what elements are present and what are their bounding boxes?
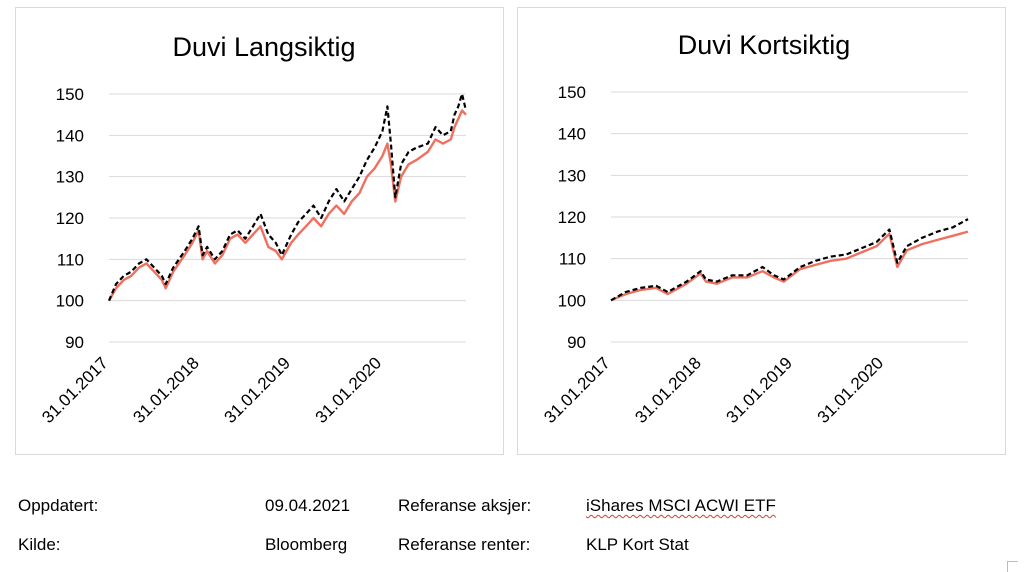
- chart-panel-kortsiktig: Duvi Kortsiktig 90 100 110 120 130 140 150 31.01…: [517, 7, 1006, 455]
- source-value: Bloomberg: [265, 535, 348, 554]
- chart-kortsiktig: Duvi Kortsiktig 90 100 110 120 130 140 150 31.01…: [540, 30, 969, 427]
- ref-equity-value: iShares MSCI ACWI ETF: [586, 496, 776, 516]
- y-tick-label: 150: [56, 85, 84, 104]
- x-tick-label: 31.01.2020: [814, 353, 888, 427]
- ref-equity-label: Referanse aksjer:: [398, 496, 532, 515]
- y-tick-label: 150: [558, 83, 586, 102]
- x-tick-label: 31.01.2018: [129, 353, 203, 427]
- x-tick-label: 31.01.2017: [540, 353, 614, 427]
- y-tick-label: 90: [567, 333, 586, 352]
- chart-title: Duvi Kortsiktig: [678, 30, 851, 60]
- y-tick-label: 100: [56, 292, 84, 311]
- y-tick-label: 110: [559, 250, 586, 269]
- y-tick-label: 130: [56, 168, 84, 187]
- y-tick-label: 120: [558, 208, 586, 227]
- updated-label: Oppdatert:: [18, 496, 99, 515]
- x-tick-label: 31.01.2018: [631, 353, 705, 427]
- ref-rates-value: KLP Kort Stat: [586, 535, 689, 554]
- series-line-reference: [610, 218, 969, 302]
- x-tick-label: 31.01.2019: [220, 353, 294, 427]
- ref-equity-value-text: iShares MSCI ACWI ETF: [586, 496, 776, 515]
- y-tick-label: 90: [65, 333, 84, 352]
- y-tick-label: 130: [558, 166, 586, 185]
- updated-value: 09.04.2021: [265, 496, 351, 515]
- y-tick-label: 110: [57, 250, 84, 269]
- ref-rates-label: Referanse renter:: [398, 535, 531, 554]
- x-tick-label: 31.01.2017: [38, 353, 112, 427]
- corner-mark: [1007, 561, 1018, 572]
- x-tick-label: 31.01.2019: [722, 353, 796, 427]
- chart-panel-langsiktig: Duvi Langsiktig 90 100 110 120 130 140 150 31.01…: [15, 7, 504, 455]
- series-line-reference: [107, 92, 468, 302]
- footer-info: Oppdatert: 09.04.2021 Referanse aksjer: …: [0, 496, 1024, 566]
- chart-langsiktig: Duvi Langsiktig 90 100 110 120 130 140 150 31.01…: [38, 32, 468, 427]
- series-line-portfolio: [107, 109, 467, 302]
- y-tick-label: 120: [56, 209, 84, 228]
- source-label: Kilde:: [18, 535, 61, 554]
- x-tick-label: 31.01.2020: [312, 353, 386, 427]
- y-tick-label: 140: [558, 125, 586, 144]
- y-tick-label: 140: [56, 126, 84, 145]
- chart-title: Duvi Langsiktig: [172, 32, 355, 62]
- series-line-portfolio: [610, 230, 969, 302]
- y-tick-label: 100: [558, 291, 586, 310]
